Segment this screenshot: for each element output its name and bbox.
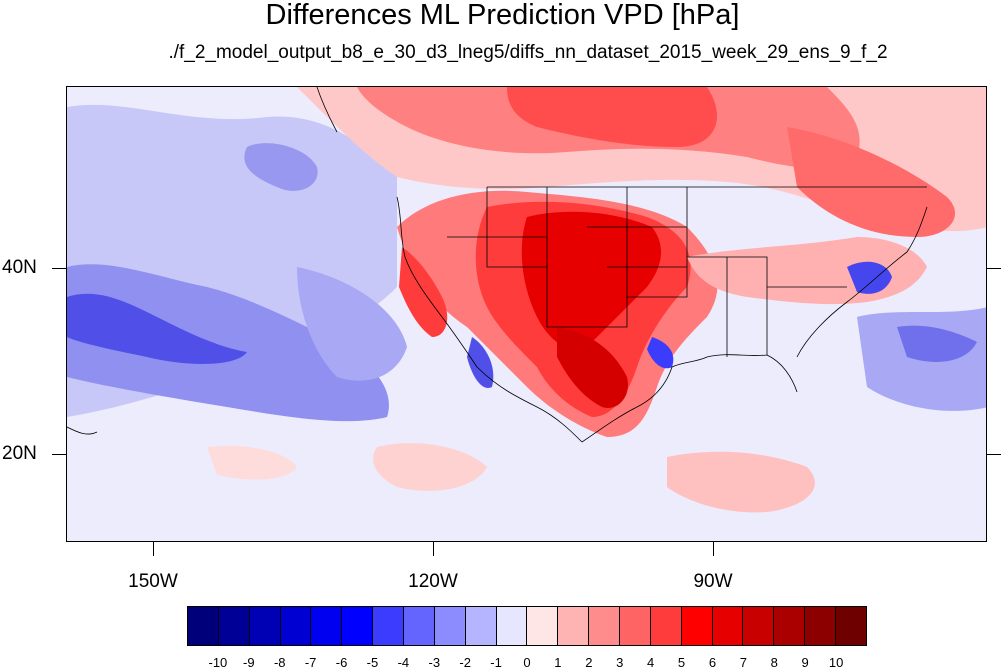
- lon-tick: [433, 542, 434, 556]
- colorbar-tick-label: 10: [828, 655, 844, 670]
- colorbar-cell: [558, 607, 590, 645]
- map-title: Differences ML Prediction VPD [hPa]: [265, 0, 740, 31]
- lon-tick: [713, 542, 714, 556]
- lon-label-120w: 120W: [408, 571, 458, 592]
- colorbar-tick-label: -7: [304, 655, 317, 670]
- lat-tick-left: [52, 268, 66, 269]
- colorbar-cell: [681, 607, 713, 645]
- colorbar-cell: [404, 607, 435, 645]
- colorbar-tick-label: -2: [459, 655, 471, 670]
- lat-label-20n: 20N: [2, 443, 37, 464]
- colorbar-cell: [342, 607, 374, 645]
- colorbar-cell: [434, 607, 466, 645]
- colorbar-cell: [311, 607, 343, 645]
- colorbar-cell: [743, 607, 775, 645]
- colorbar-tick-label: -4: [397, 655, 410, 670]
- colorbar-tick-label: 4: [647, 655, 655, 670]
- colorbar-tick-label: -6: [335, 655, 348, 670]
- colorbar-tick-label: 2: [585, 655, 593, 670]
- colorbar-cell: [620, 607, 651, 645]
- lon-label-150w: 150W: [128, 571, 178, 592]
- vpd-difference-map: [66, 86, 987, 542]
- colorbar-cell: [249, 607, 281, 645]
- map-field: [67, 87, 986, 541]
- map-subtitle: ./f_2_model_output_b8_e_30_d3_lneg5/diff…: [168, 42, 888, 63]
- colorbar-cell: [218, 607, 250, 645]
- lat-label-40n: 40N: [2, 257, 37, 278]
- colorbar-tick-label: 1: [554, 655, 562, 670]
- lon-tick: [153, 542, 154, 556]
- colorbar-tick-label: -1: [490, 655, 502, 670]
- colorbar-cell: [650, 607, 682, 645]
- colorbar-tick-label: 7: [739, 655, 747, 670]
- colorbar-cell: [280, 607, 312, 645]
- colorbar-tick-label: -10: [208, 655, 228, 670]
- colorbar-tick-label: 5: [677, 655, 686, 670]
- colorbar-cell: [188, 607, 219, 645]
- colorbar-cell: [465, 607, 497, 645]
- colorbar-tick-label: 9: [801, 655, 809, 670]
- colorbar-cell: [774, 607, 806, 645]
- lon-label-90w: 90W: [693, 571, 733, 592]
- lat-tick-left: [52, 454, 66, 455]
- colorbar: [187, 606, 867, 646]
- colorbar-tick-label: -9: [243, 655, 255, 670]
- lat-tick-right: [987, 454, 1001, 455]
- colorbar-cell: [589, 607, 621, 645]
- colorbar-cell: [836, 607, 866, 645]
- colorbar-tick-label: 8: [770, 655, 778, 670]
- colorbar-tick-label: -5: [366, 655, 379, 670]
- colorbar-cell: [712, 607, 744, 645]
- lat-tick-right: [987, 268, 1001, 269]
- colorbar-cell: [527, 607, 559, 645]
- colorbar-cell: [496, 607, 528, 645]
- colorbar-tick-label: -3: [428, 655, 441, 670]
- colorbar-tick-label: -8: [273, 655, 286, 670]
- colorbar-tick-label: 6: [708, 655, 717, 670]
- colorbar-tick-label: 3: [616, 655, 624, 670]
- colorbar-cell: [805, 607, 837, 645]
- colorbar-cell: [373, 607, 405, 645]
- colorbar-tick-label: 0: [523, 655, 531, 670]
